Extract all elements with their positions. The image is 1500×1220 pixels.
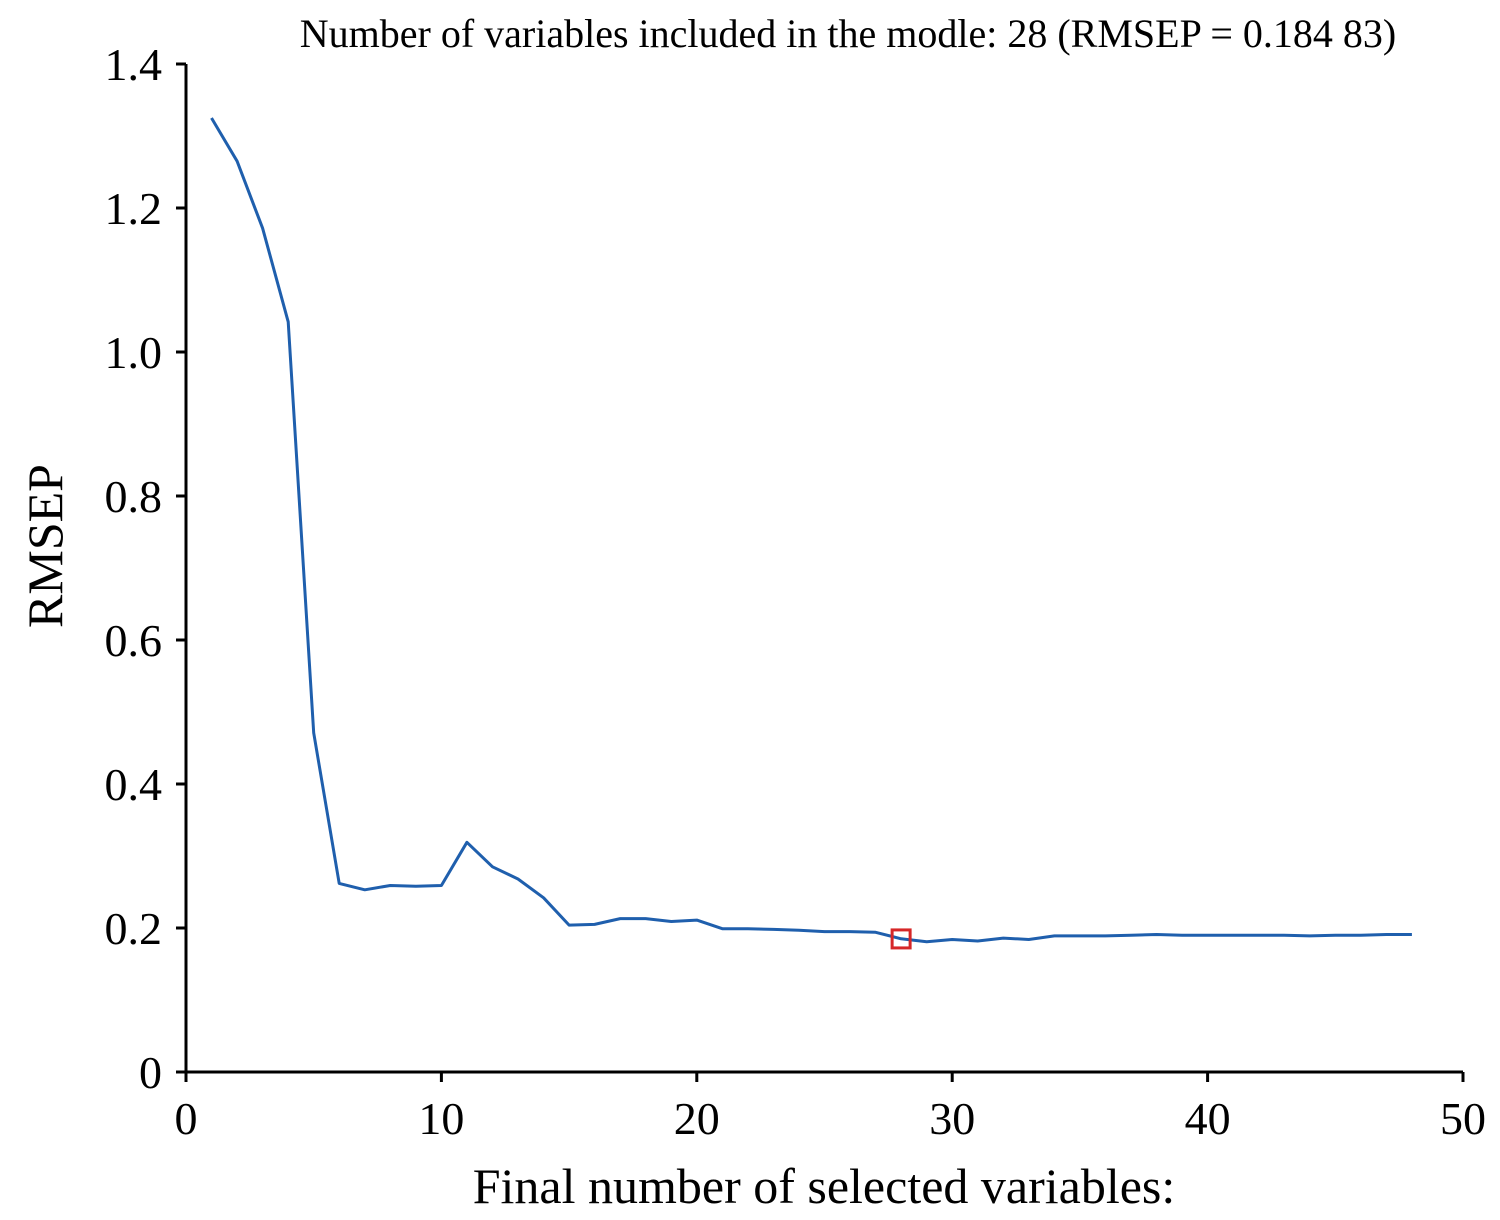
y-tick-label: 1.0	[105, 327, 163, 378]
y-tick-label: 1.4	[105, 39, 163, 90]
y-tick-label: 0.6	[105, 615, 163, 666]
y-axis-label: RMSEP	[17, 464, 73, 628]
ticks	[176, 62, 1465, 1082]
y-tick-label: 0.2	[105, 903, 163, 954]
y-tick-label: 1.2	[105, 183, 163, 234]
x-tick-label: 30	[929, 1093, 975, 1144]
x-axis-label: Final number of selected variables:	[473, 1158, 1176, 1214]
x-tick-label: 40	[1185, 1093, 1231, 1144]
series-line	[210, 117, 1412, 944]
chart-title: Number of variables included in the modl…	[300, 11, 1396, 56]
y-tick-label: 0.4	[105, 759, 163, 810]
tick-labels: 0 0.2 0.4 0.6 0.8 1.0 1.2 1.4 0 10 20 30 40 50	[105, 39, 1487, 1144]
x-tick-label: 0	[175, 1093, 198, 1144]
highlight-marker	[890, 928, 912, 950]
axes	[184, 64, 1463, 1074]
x-tick-label: 10	[418, 1093, 464, 1144]
y-tick-label: 0	[139, 1047, 162, 1098]
y-tick-label: 0.8	[105, 471, 163, 522]
x-tick-label: 20	[674, 1093, 720, 1144]
x-tick-label: 50	[1440, 1093, 1486, 1144]
